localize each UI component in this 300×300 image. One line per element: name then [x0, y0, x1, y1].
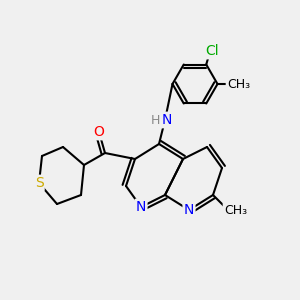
Text: CH₃: CH₃: [224, 203, 247, 217]
Text: H: H: [151, 113, 160, 127]
Text: CH₃: CH₃: [227, 77, 250, 91]
Text: N: N: [184, 203, 194, 217]
Text: S: S: [34, 176, 43, 190]
Text: O: O: [94, 125, 104, 139]
Text: N: N: [161, 113, 172, 127]
Text: N: N: [136, 200, 146, 214]
Text: Cl: Cl: [206, 44, 219, 58]
